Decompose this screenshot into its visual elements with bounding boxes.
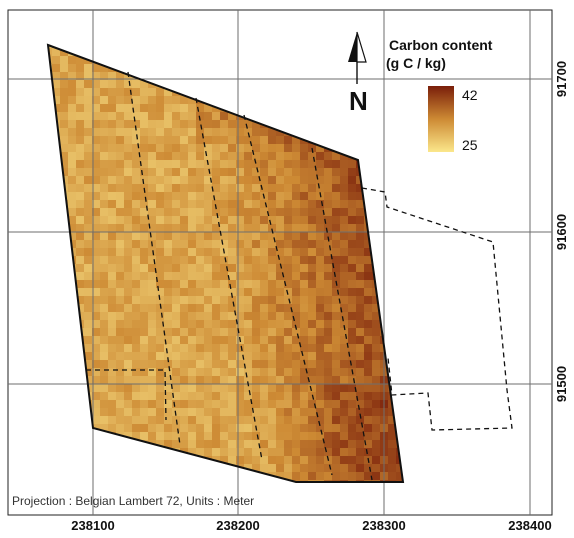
y-axis-labels: 91700 91600 91500 [554,61,569,402]
map-frame [7,9,553,516]
y-tick-label: 91700 [554,61,569,97]
plot-line-3 [243,114,333,476]
y-tick-label: 91500 [554,366,569,402]
legend: Carbon content (g C / kg) 42 25 [386,37,493,153]
plot-line-4 [311,147,373,481]
legend-max-label: 42 [462,87,478,103]
legend-color-ramp [428,86,454,152]
plot-boundaries [86,71,513,481]
plot-line-2 [195,97,263,461]
projection-note: Projection : Belgian Lambert 72, Units :… [12,494,254,508]
field-boundary [46,43,405,483]
graticule [8,10,552,515]
north-arrow-icon: N [348,31,368,116]
x-tick-label: 238100 [71,518,114,533]
legend-title-line2: (g C / kg) [386,55,446,71]
adjacent-field-boundary [361,187,513,431]
x-tick-label: 238200 [216,518,259,533]
x-axis-labels: 238100 238200 238300 238400 [71,518,551,533]
y-tick-label: 91600 [554,214,569,250]
legend-min-label: 25 [462,137,478,153]
x-tick-label: 238300 [362,518,405,533]
x-tick-label: 238400 [508,518,551,533]
north-label: N [349,86,368,116]
legend-title-line1: Carbon content [389,37,493,53]
plot-line-5 [86,369,167,421]
